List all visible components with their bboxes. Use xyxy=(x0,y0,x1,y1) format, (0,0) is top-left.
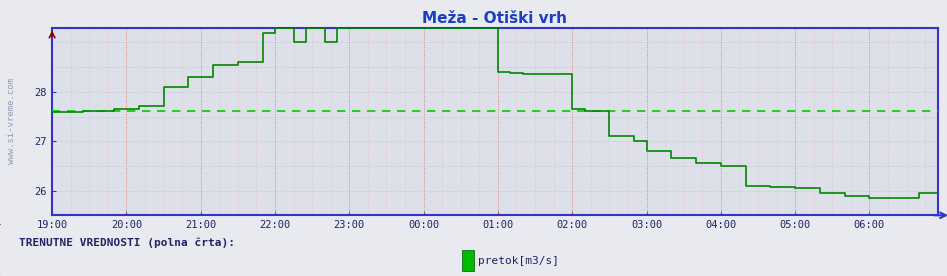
Text: TRENUTNE VREDNOSTI (polna črta):: TRENUTNE VREDNOSTI (polna črta): xyxy=(19,237,235,248)
Text: pretok[m3/s]: pretok[m3/s] xyxy=(478,256,560,266)
Title: Meža - Otiški vrh: Meža - Otiški vrh xyxy=(422,11,567,26)
Text: www.si-vreme.com: www.si-vreme.com xyxy=(7,78,16,164)
